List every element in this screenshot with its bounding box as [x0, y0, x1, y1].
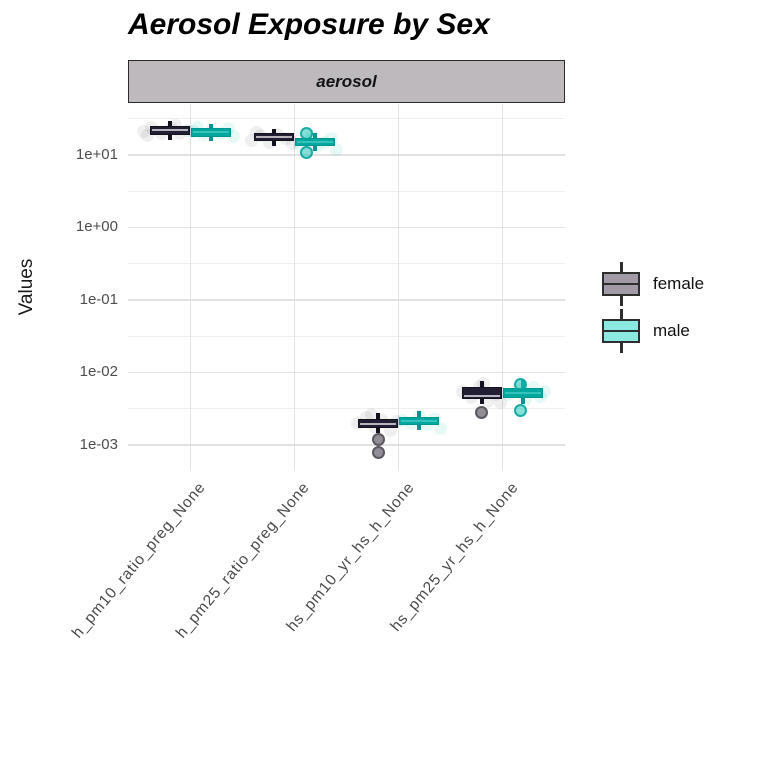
outlier-point — [372, 432, 386, 446]
gridline-major — [128, 154, 565, 156]
gridline-vertical — [501, 104, 504, 470]
outlier-point — [513, 403, 527, 417]
boxplot-median — [193, 130, 230, 133]
boxplot-median — [505, 392, 542, 394]
legend: female male — [602, 262, 704, 353]
legend-key-boxplot-icon — [602, 262, 640, 306]
jitter-point — [494, 396, 508, 410]
jitter-point — [433, 421, 447, 435]
y-axis-title: Values — [16, 258, 37, 316]
x-tick-label: h_pm25_ratio_preg_None — [173, 479, 314, 642]
legend-label: male — [653, 321, 690, 340]
gridline-minor — [128, 408, 565, 410]
gridline-major — [128, 371, 565, 374]
outlier-point — [475, 406, 489, 420]
boxplot-box — [461, 386, 502, 399]
boxplot-median — [151, 129, 188, 131]
gridline-vertical — [189, 104, 192, 470]
legend-key-median — [604, 282, 638, 285]
gridline-major — [128, 226, 565, 229]
facet-strip-label: aerosol — [316, 71, 377, 91]
gridline-major — [128, 299, 565, 301]
y-tick-label: 1e+01 — [75, 145, 118, 163]
gridline-minor — [128, 118, 565, 120]
x-tick-label: hs_pm10_yr_hs_h_None — [282, 479, 418, 635]
outlier-point — [513, 378, 527, 392]
x-tick-label: hs_pm25_yr_hs_h_None — [386, 479, 522, 635]
y-tick-label: 1e-01 — [79, 290, 118, 308]
legend-item: male — [602, 309, 704, 353]
y-tick-label: 1e-02 — [79, 363, 118, 381]
jitter-point — [137, 125, 151, 139]
gridline-minor — [128, 335, 565, 337]
y-tick-label: 1e+00 — [75, 218, 118, 236]
legend-label: female — [653, 274, 705, 293]
plot-panel — [128, 104, 565, 470]
boxplot-median — [401, 420, 438, 423]
chart-title: Aerosol Exposure by Sex — [128, 8, 490, 41]
boxplot-median — [255, 135, 292, 138]
gridline-vertical — [397, 104, 400, 470]
x-tick-label: h_pm10_ratio_preg_None — [69, 479, 210, 642]
outlier-point — [299, 127, 313, 141]
boxplot-median — [359, 422, 396, 425]
gridline-minor — [128, 263, 565, 265]
gridline-minor — [128, 190, 565, 192]
legend-item: female — [602, 262, 704, 306]
boxplot-median — [297, 140, 334, 143]
y-tick-label: 1e-03 — [79, 435, 118, 453]
facet-strip: aerosol — [128, 60, 565, 103]
outlier-point — [299, 146, 313, 160]
jitter-point — [365, 408, 379, 422]
gridline-vertical — [293, 104, 296, 470]
boxplot-median — [463, 394, 500, 397]
legend-key-boxplot-icon — [602, 309, 640, 353]
jitter-point — [329, 142, 343, 156]
outlier-point — [372, 445, 386, 459]
gridline-major — [128, 444, 565, 446]
legend-key-median — [604, 329, 638, 332]
